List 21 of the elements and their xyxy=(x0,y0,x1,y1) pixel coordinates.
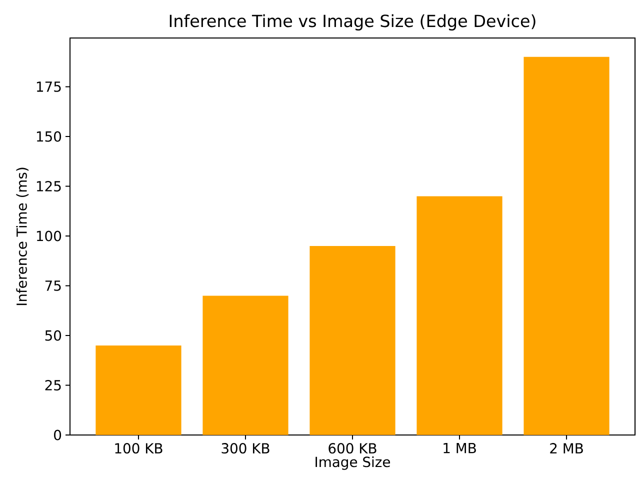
bar xyxy=(310,246,396,435)
y-tick-label: 175 xyxy=(36,82,61,92)
y-tick-label: 100 xyxy=(36,230,62,242)
bar xyxy=(524,56,610,435)
x-tick-label: 100 KB xyxy=(115,443,162,454)
x-tick-label: 300 KB xyxy=(222,443,270,454)
x-tick-label: 600 KB xyxy=(328,443,376,454)
bar xyxy=(96,345,182,435)
y-tick-label: 0 xyxy=(54,430,62,440)
y-tick-label: 25 xyxy=(45,380,61,391)
x-axis-title: Image Size xyxy=(316,456,390,470)
x-tick-label: 1 MB xyxy=(444,443,476,454)
y-tick-label: 50 xyxy=(45,330,62,341)
y-tick-label: 75 xyxy=(45,280,61,291)
x-tick-label: 2 MB xyxy=(550,443,583,454)
bar xyxy=(202,296,288,435)
bar xyxy=(416,196,502,435)
y-tick-label: 125 xyxy=(36,180,61,192)
chart-title: Inference Time vs Image Size (Edge Device) xyxy=(170,14,536,30)
y-axis-title: Inference Time (ms) xyxy=(16,168,29,306)
y-tick-label: 150 xyxy=(36,131,62,142)
